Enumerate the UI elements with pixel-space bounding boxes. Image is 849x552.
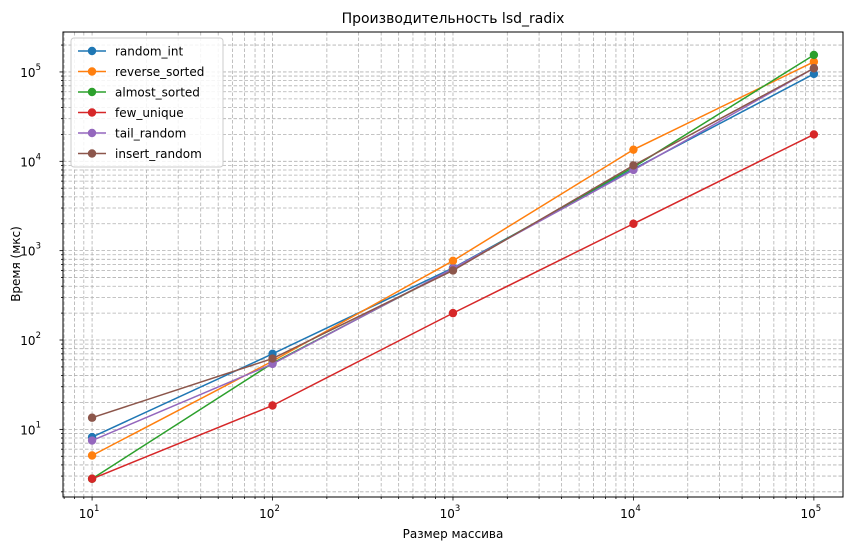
series-reverse_sorted xyxy=(87,57,819,460)
legend-marker xyxy=(87,46,97,56)
data-point xyxy=(448,266,458,275)
data-point xyxy=(809,50,819,60)
legend-marker xyxy=(87,67,97,76)
data-point xyxy=(87,436,97,445)
data-point xyxy=(809,130,819,139)
x-axis-label: Размер массива xyxy=(403,527,504,541)
data-point xyxy=(87,451,97,460)
legend-item-almost_sorted: almost_sorted xyxy=(78,86,200,100)
legend-label: tail_random xyxy=(115,127,186,141)
legend-label: few_unique xyxy=(115,106,184,120)
x-tick-label: 103 xyxy=(440,504,461,521)
x-tick-label: 102 xyxy=(259,504,280,521)
legend-marker xyxy=(87,108,97,117)
x-tick-label: 101 xyxy=(79,504,100,521)
y-tick-label: 105 xyxy=(20,63,41,80)
data-point xyxy=(629,161,638,170)
y-tick-label: 101 xyxy=(20,420,41,437)
series-insert_random xyxy=(87,64,819,422)
data-point xyxy=(629,219,638,228)
legend-item-few_unique: few_unique xyxy=(78,106,184,120)
chart-title: Производительность lsd_radix xyxy=(342,11,565,27)
series-layer xyxy=(87,50,819,483)
legend-item-tail_random: tail_random xyxy=(78,127,186,141)
x-tick-label: 104 xyxy=(620,504,641,521)
legend-label: reverse_sorted xyxy=(115,65,204,79)
data-point xyxy=(809,57,819,66)
y-tick-label: 103 xyxy=(20,242,41,259)
data-point xyxy=(268,401,277,410)
legend-label: almost_sorted xyxy=(115,86,200,100)
legend-box xyxy=(70,37,224,168)
legend-label: insert_random xyxy=(115,147,202,161)
data-point xyxy=(268,354,277,363)
data-point xyxy=(87,413,97,422)
series-few_unique xyxy=(87,130,819,483)
data-point xyxy=(87,474,97,483)
legend-item-random_int: random_int xyxy=(78,45,183,59)
y-tick-label: 102 xyxy=(20,331,41,348)
y-tick-label: 104 xyxy=(20,152,41,169)
data-point xyxy=(448,308,458,318)
legend-marker xyxy=(87,149,97,158)
data-point xyxy=(809,64,819,73)
legend-item-insert_random: insert_random xyxy=(78,147,202,161)
grid xyxy=(63,32,843,497)
legend: random_int reverse_sorted almost_sortedfew… xyxy=(70,37,224,168)
data-point xyxy=(629,145,638,154)
legend-marker xyxy=(87,128,97,138)
legend-item-reverse_sorted: reverse_sorted xyxy=(78,65,204,79)
x-tick-label: 105 xyxy=(801,504,822,521)
legend-marker xyxy=(87,87,97,97)
data-point xyxy=(448,256,458,266)
y-axis-label: Время (мкс) xyxy=(9,226,23,302)
ticks: 101 102 103 104 105 101 102 103 104 105 xyxy=(20,44,822,521)
legend-label: random_int xyxy=(115,45,183,59)
